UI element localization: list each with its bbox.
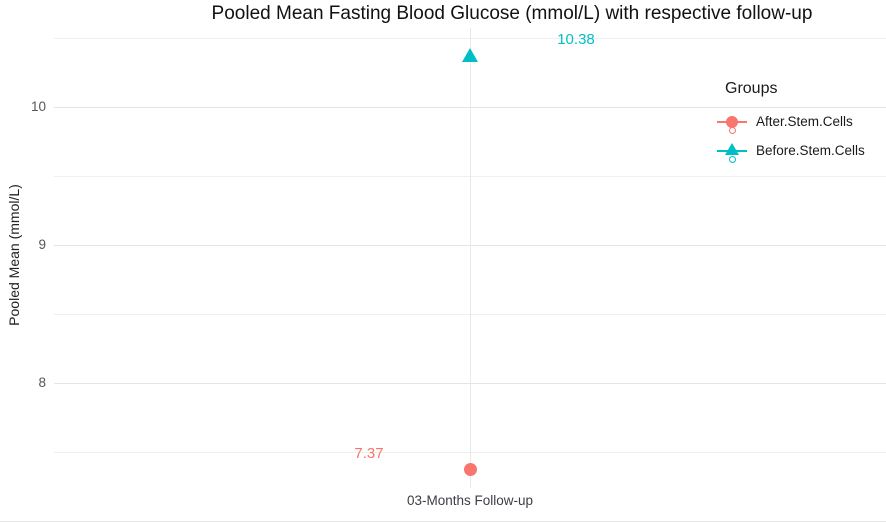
circle-marker-icon [726,115,738,128]
legend-key-after-circle-icon [716,109,748,135]
y-tick-label-10: 10 [30,99,46,114]
point-ring-icon [729,155,736,163]
legend-key-before-triangle-icon [716,138,748,164]
y-tick-label-9: 9 [38,237,46,252]
data-label-before: 10.38 [557,31,595,48]
y-tick-label-8: 8 [38,375,46,390]
y-axis-title: Pooled Mean (mmol/L) [6,184,22,326]
data-point-after-circle-icon [464,463,477,476]
triangle-marker-icon [725,142,739,155]
data-point-before-triangle-icon [462,48,478,62]
data-label-after: 7.37 [354,445,384,462]
legend-item-label: After.Stem.Cells [756,114,853,129]
legend-item-before: Before.Stem.Cells [712,136,865,165]
gridline-x-category [470,28,471,488]
x-tick-label: 03-Months Follow-up [406,493,534,508]
legend: Groups After.Stem.Cells Before.Stem.Cell… [712,80,865,165]
legend-title: Groups [725,80,778,97]
chart-title: Pooled Mean Fasting Blood Glucose (mmol/… [211,3,813,24]
point-ring-icon [729,126,736,134]
legend-item-after: After.Stem.Cells [712,107,865,136]
legend-item-label: Before.Stem.Cells [756,143,865,158]
